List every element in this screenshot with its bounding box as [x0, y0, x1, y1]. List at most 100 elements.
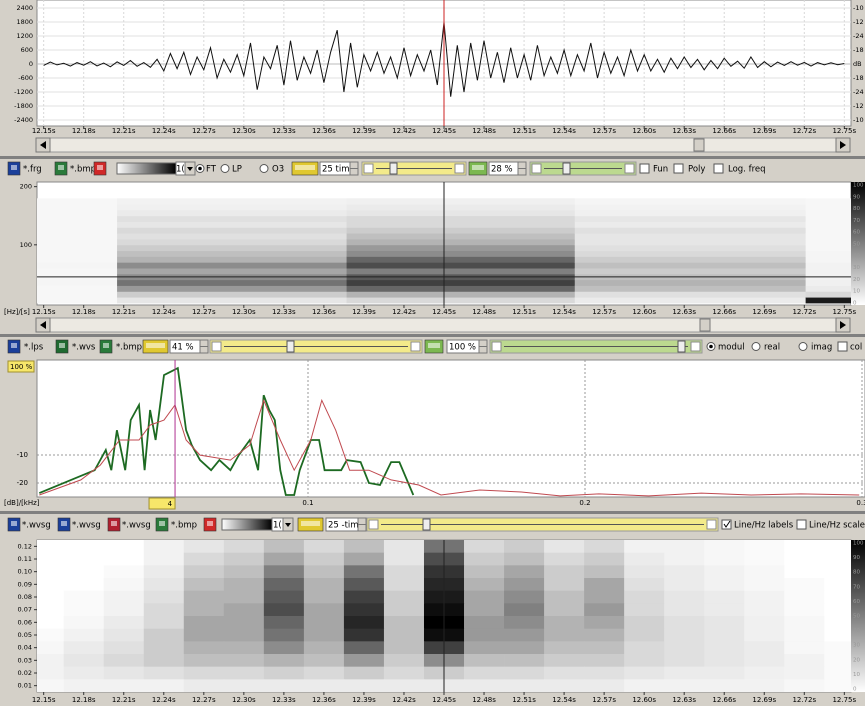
palette[interactable] [116, 162, 177, 175]
palette[interactable] [221, 518, 273, 531]
tool-button[interactable] [55, 339, 69, 354]
slider-plus[interactable] [624, 163, 635, 174]
toolbar-label[interactable]: Log. freq [728, 165, 766, 175]
toolbar-label[interactable]: 1( [176, 165, 185, 175]
slider-minus[interactable] [491, 341, 502, 352]
radio[interactable] [259, 164, 269, 173]
radio[interactable] [751, 342, 761, 351]
toolbar-label[interactable]: *.bmp [171, 521, 197, 531]
checkbox[interactable] [639, 163, 650, 174]
tool-button[interactable] [7, 161, 21, 176]
toolbar-label[interactable]: Fun [653, 165, 668, 175]
tool-button[interactable] [142, 339, 169, 354]
toolbar-label[interactable]: Line/Hz labels [734, 521, 794, 531]
tool-button[interactable] [57, 517, 71, 532]
slider-thumb[interactable] [286, 340, 295, 353]
toolbar-label[interactable]: 25 time [322, 165, 355, 175]
toolbar-label[interactable]: *.wvsg [22, 521, 51, 531]
icon-glyph[interactable] [472, 165, 484, 170]
toolbar-label[interactable]: 41 % [172, 343, 194, 353]
radio[interactable] [220, 164, 230, 173]
slider-plus[interactable] [454, 163, 465, 174]
toolbar-label[interactable]: LP [232, 165, 242, 175]
slider-minus[interactable] [211, 341, 222, 352]
radio[interactable] [798, 342, 808, 351]
toolbar-label[interactable]: Poly [688, 165, 705, 175]
checkbox[interactable] [721, 519, 732, 530]
tool-button[interactable] [155, 517, 169, 532]
level-box[interactable] [7, 360, 35, 373]
toolbar-label[interactable]: O3 [272, 165, 284, 175]
toolbar-label[interactable]: real [764, 343, 780, 353]
tool-button[interactable] [99, 339, 113, 354]
slider-thumb[interactable] [677, 340, 686, 353]
marker-box[interactable] [148, 497, 176, 510]
icon-glyph[interactable] [58, 165, 64, 170]
icon-glyph[interactable] [11, 521, 17, 526]
tool-button[interactable] [203, 517, 217, 532]
tool-button[interactable] [7, 339, 21, 354]
dropdown-arrow[interactable] [187, 167, 193, 171]
radio-dot[interactable] [198, 166, 202, 171]
radio-dot[interactable] [709, 344, 713, 349]
marker-label[interactable]: 4 [168, 500, 173, 508]
splitter[interactable] [0, 156, 865, 159]
icon-glyph[interactable] [111, 521, 117, 526]
tool-button[interactable] [291, 161, 319, 176]
icon-glyph[interactable] [207, 521, 213, 526]
toolbar-label[interactable]: 25 -tim [328, 521, 359, 531]
checkbox[interactable] [673, 163, 684, 174]
tool-button[interactable] [54, 161, 68, 176]
toolbar-label[interactable]: *.lps [24, 343, 44, 353]
level-label[interactable]: 100 % [10, 363, 33, 371]
slider-thumb[interactable] [562, 162, 571, 175]
slider-plus[interactable] [690, 341, 701, 352]
icon-glyph[interactable] [59, 343, 65, 348]
toolbar-label[interactable]: 100 % [449, 343, 476, 353]
slider-thumb[interactable] [422, 518, 431, 531]
toolbar-label[interactable]: col [850, 343, 862, 353]
toolbar-label[interactable]: Line/Hz scale [809, 521, 865, 531]
slider-minus[interactable] [531, 163, 542, 174]
scrollbar[interactable] [35, 137, 851, 153]
checkbox[interactable] [837, 341, 848, 352]
icon-glyph[interactable] [146, 343, 165, 348]
splitter[interactable] [0, 334, 865, 337]
tool-button[interactable] [107, 517, 121, 532]
icon-glyph[interactable] [301, 521, 320, 526]
dropdown-arrow[interactable] [285, 523, 291, 527]
icon-glyph[interactable] [11, 165, 17, 170]
tool-button[interactable] [93, 161, 107, 176]
toolbar-label[interactable]: *.bmp [116, 343, 142, 353]
splitter[interactable] [0, 511, 865, 514]
tool-button[interactable] [7, 517, 21, 532]
icon-glyph[interactable] [103, 343, 109, 348]
toolbar-label[interactable]: 28 % [491, 165, 513, 175]
toolbar-label[interactable]: *.frg [23, 165, 42, 175]
icon-glyph[interactable] [295, 165, 315, 170]
slider-plus[interactable] [410, 341, 421, 352]
toolbar-label[interactable]: *.wvsg [72, 521, 101, 531]
slider-minus[interactable] [363, 163, 374, 174]
check-mark[interactable] [723, 520, 731, 528]
toolbar-label[interactable]: *.wvsg [122, 521, 151, 531]
toolbar-label[interactable]: 1( [273, 521, 282, 531]
toolbar-label[interactable]: imag [811, 343, 832, 353]
checkbox[interactable] [796, 519, 807, 530]
tool-button[interactable] [468, 161, 488, 176]
icon-glyph[interactable] [428, 343, 440, 348]
toolbar-label[interactable]: FT [206, 165, 217, 175]
checkbox[interactable] [713, 163, 724, 174]
toolbar-label[interactable]: *.wvs [72, 343, 96, 353]
icon-glyph[interactable] [159, 521, 165, 526]
toolbar-label[interactable]: modul [718, 343, 745, 353]
icon-glyph[interactable] [97, 165, 103, 170]
icon-glyph[interactable] [11, 343, 17, 348]
slider-minus[interactable] [368, 519, 379, 530]
toolbar-label[interactable]: *.bmp [70, 165, 96, 175]
scrollbar[interactable] [35, 317, 851, 333]
tool-button[interactable] [424, 339, 444, 354]
tool-button[interactable] [297, 517, 324, 532]
slider-thumb[interactable] [389, 162, 398, 175]
slider-plus[interactable] [706, 519, 717, 530]
